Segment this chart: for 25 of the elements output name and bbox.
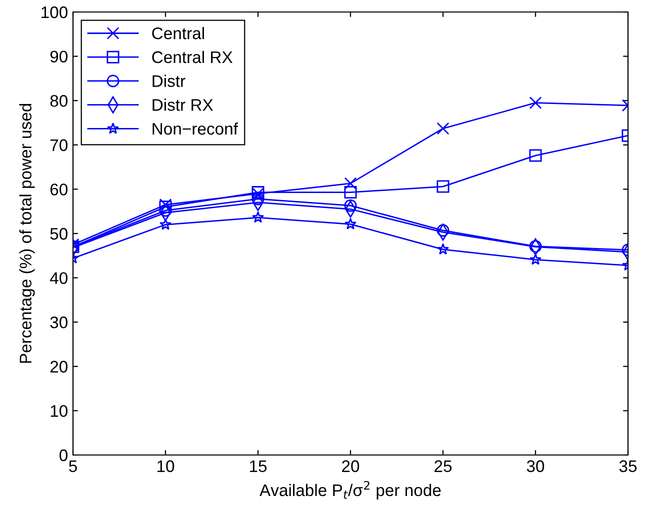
y-tick-label: 70 — [50, 139, 68, 152]
y-tick-label: 0 — [60, 449, 68, 462]
legend-label: Central — [152, 27, 204, 40]
x-axis-title: Available P$_{t}$/σ$^{2}$ per node — [260, 480, 441, 500]
x-tick-label: 15 — [250, 460, 267, 472]
x-tick-label: 10 — [158, 460, 174, 472]
y-tick-label: 90 — [50, 50, 68, 63]
legend-label: Distr — [152, 74, 186, 87]
y-tick-label: 60 — [50, 184, 68, 196]
y-tick-label: 20 — [50, 360, 68, 373]
legend-label: Distr RX — [152, 98, 214, 111]
x-tick-label: 35 — [619, 460, 637, 472]
y-tick-label: 100 — [42, 6, 68, 18]
y-tick-label: 10 — [50, 405, 68, 417]
y-tick-label: 40 — [50, 272, 68, 284]
x-tick-label: 5 — [69, 460, 77, 472]
y-tick-label: 30 — [50, 316, 68, 328]
x-tick-label: 20 — [342, 460, 360, 472]
y-axis-title: Percentage (%) of total power used — [19, 104, 35, 363]
x-tick-label: 25 — [434, 460, 452, 472]
y-tick-label: 80 — [50, 95, 68, 107]
legend-label: Non−reconf — [152, 122, 238, 135]
legend-label: Central RX — [152, 50, 232, 64]
x-tick-label: 30 — [526, 460, 544, 472]
y-tick-label: 50 — [50, 228, 68, 240]
